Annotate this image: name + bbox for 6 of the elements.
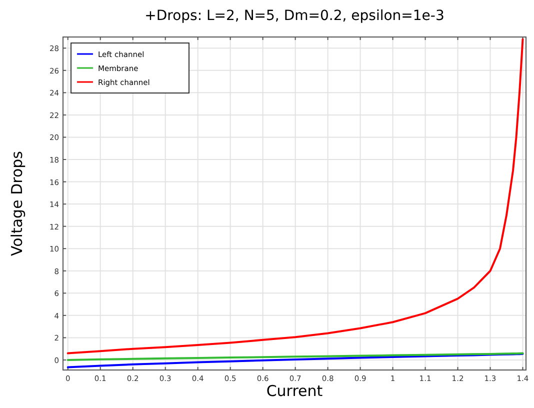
chart-title: +Drops: L=2, N=5, Dm=0.2, epsilon=1e-3: [144, 8, 444, 24]
line-series: [66, 38, 524, 354]
line-series: [66, 352, 524, 361]
x-axis-title: Current: [266, 382, 323, 400]
line-series: [66, 352, 524, 368]
y-axis-title: Voltage Drops: [8, 150, 26, 256]
